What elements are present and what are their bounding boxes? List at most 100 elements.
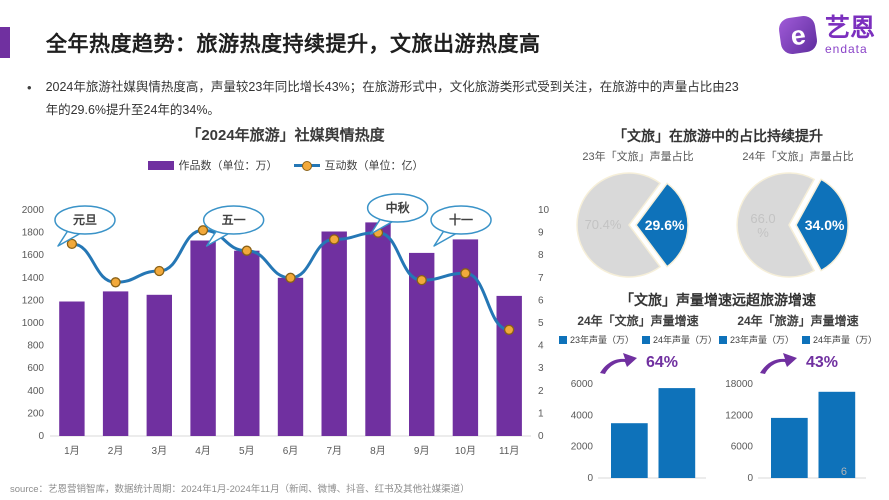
svg-text:1800: 1800	[22, 228, 45, 239]
svg-text:8月: 8月	[370, 445, 386, 457]
svg-text:12000: 12000	[725, 410, 753, 421]
pie-2023-chart: 70.4% 29.6%	[576, 172, 689, 278]
svg-text:1600: 1600	[22, 250, 45, 261]
svg-text:10月: 10月	[455, 445, 476, 457]
page-title: 全年热度趋势：旅游热度持续提升，文旅出游热度高	[46, 33, 541, 56]
growth-section-title: 「文旅」声量增速远超旅游增速	[620, 292, 816, 308]
svg-text:1400: 1400	[22, 273, 45, 284]
wenlv-growth-cell: 24年「文旅」声量增速 23年声量（万） 24年声量（万） 64% 0 2000 4…	[558, 312, 718, 486]
pie-2024-title: 24年「文旅」声量占比	[742, 151, 854, 163]
legend-24-label: 24年声量（万）	[653, 335, 718, 345]
svg-text:70.4%: 70.4%	[585, 217, 622, 232]
pie-2024-cell: 24年「文旅」声量占比 66.0% 34.0%	[718, 148, 878, 284]
svg-text:9: 9	[538, 228, 544, 239]
lvyou-growth-pct: 43%	[805, 354, 839, 371]
svg-text:2: 2	[538, 386, 544, 397]
svg-text:29.6%: 29.6%	[645, 217, 685, 233]
legend-square-icon	[802, 335, 810, 344]
pie-2023-cell: 23年「文旅」声量占比 70.4% 29.6%	[558, 148, 718, 284]
svg-text:6000: 6000	[571, 379, 594, 390]
legend-square-icon	[558, 335, 567, 344]
endata-logo-icon: e	[778, 15, 817, 55]
svg-text:34.0%: 34.0%	[805, 217, 845, 233]
growth-arrow-icon	[759, 353, 797, 374]
svg-text:6: 6	[538, 295, 544, 306]
svg-text:600: 600	[27, 363, 44, 374]
pie-section-title: 「文旅」在旅游中的占比持续提升	[613, 128, 823, 144]
svg-text:5: 5	[538, 318, 544, 329]
svg-text:1200: 1200	[22, 295, 45, 306]
svg-text:18000: 18000	[725, 379, 753, 390]
svg-text:1月: 1月	[64, 445, 80, 457]
summary-bullet: • 2024年旅游社媒舆情热度高，声量较23年同比增长43%；在旅游形式中，文化…	[27, 76, 747, 122]
lvyou-growth-legend: 23年声量（万） 24年声量（万）	[718, 333, 878, 346]
svg-text:7: 7	[538, 273, 544, 284]
svg-text:400: 400	[27, 386, 44, 397]
svg-text:800: 800	[27, 341, 44, 352]
svg-text:10: 10	[538, 205, 550, 216]
legend-line-label: 互动数（单位：亿）	[324, 160, 424, 172]
svg-text:2月: 2月	[108, 445, 124, 457]
svg-text:6000: 6000	[731, 442, 754, 453]
legend-square-icon	[642, 335, 650, 344]
logo-brand-text: 艺恩	[824, 13, 875, 42]
svg-text:3月: 3月	[152, 445, 168, 457]
legend-24-label: 24年声量（万）	[813, 335, 878, 345]
svg-text:3: 3	[538, 363, 544, 374]
svg-text:0: 0	[38, 431, 44, 442]
logo-sub-text: endata	[824, 41, 868, 56]
legend-square-icon	[718, 335, 727, 344]
svg-text:中秋: 中秋	[386, 200, 411, 215]
legend-item-bar: 作品数（单位：万）	[147, 157, 278, 173]
wenlv-growth-chart: 0 2000 4000 6000	[571, 379, 706, 484]
legend-23-label: 23年声量（万）	[569, 335, 634, 345]
wenlv-growth-legend: 23年声量（万） 24年声量（万）	[558, 333, 718, 346]
svg-text:1: 1	[538, 408, 544, 419]
svg-text:4: 4	[538, 341, 544, 352]
lvyou-growth-chart: 0 6000 12000 18000	[725, 379, 866, 484]
svg-text:5月: 5月	[239, 445, 255, 457]
svg-text:2000: 2000	[22, 205, 45, 216]
svg-text:66.0%: 66.0%	[750, 211, 775, 240]
lvyou-growth-title: 24年「旅游」声量增速	[737, 314, 859, 328]
svg-text:1000: 1000	[22, 318, 45, 329]
wenlv-growth-pct: 64%	[645, 354, 679, 371]
wenlv-growth-title: 24年「文旅」声量增速	[577, 314, 699, 328]
pie-2023-title: 23年「文旅」声量占比	[582, 151, 694, 163]
svg-text:2000: 2000	[571, 442, 594, 453]
svg-text:五一: 五一	[222, 213, 246, 227]
legend-23-label: 23年声量（万）	[729, 335, 794, 345]
svg-text:十一: 十一	[449, 212, 473, 227]
bar-swatch-icon	[147, 160, 174, 170]
svg-text:4000: 4000	[571, 410, 594, 421]
main-chart-legend: 作品数（单位：万） 互动数（单位：亿）	[18, 157, 553, 173]
title-accent-bar	[0, 27, 10, 58]
svg-text:4月: 4月	[195, 445, 211, 457]
svg-text:8: 8	[538, 250, 544, 261]
main-chart-title: 「2024年旅游」社媒舆情热度	[186, 127, 385, 144]
pie-row: 23年「文旅」声量占比 70.4% 29.6% 24年「文旅」声量占比 66.0%…	[558, 148, 878, 284]
source-note: source：艺恩营销智库，数据统计周期：2024年1月-2024年11月（新闻…	[10, 484, 470, 495]
svg-text:200: 200	[27, 408, 44, 419]
svg-text:9月: 9月	[414, 445, 430, 457]
growth-arrow-icon	[599, 353, 637, 374]
endata-logo: e 艺恩 endata	[777, 13, 875, 57]
summary-text: 2024年旅游社媒舆情热度高，声量较23年同比增长43%；在旅游形式中，文化旅游…	[45, 80, 739, 118]
bullet-marker: •	[27, 80, 32, 95]
svg-text:7月: 7月	[326, 445, 342, 457]
svg-text:0: 0	[538, 431, 544, 442]
svg-text:6月: 6月	[283, 445, 299, 457]
main-combo-chart: 0 200 400 600 800 1000 1200 1400 1600 1800 2000 0 1 2…	[22, 193, 550, 457]
svg-text:0: 0	[747, 473, 753, 484]
lvyou-growth-cell: 24年「旅游」声量增速 23年声量（万） 24年声量（万） 43% 0 6000 1…	[718, 312, 878, 486]
pie-2024-chart: 66.0% 34.0%	[736, 172, 849, 278]
line-swatch-icon	[293, 160, 320, 171]
legend-bar-label: 作品数（单位：万）	[178, 160, 278, 172]
page-number: 6	[840, 466, 847, 478]
svg-text:0: 0	[587, 473, 593, 484]
legend-item-line: 互动数（单位：亿）	[293, 157, 424, 173]
growth-row: 24年「文旅」声量增速 23年声量（万） 24年声量（万） 64% 0 2000 4…	[558, 312, 878, 486]
svg-text:11月: 11月	[499, 445, 519, 457]
svg-text:e: e	[789, 20, 808, 52]
